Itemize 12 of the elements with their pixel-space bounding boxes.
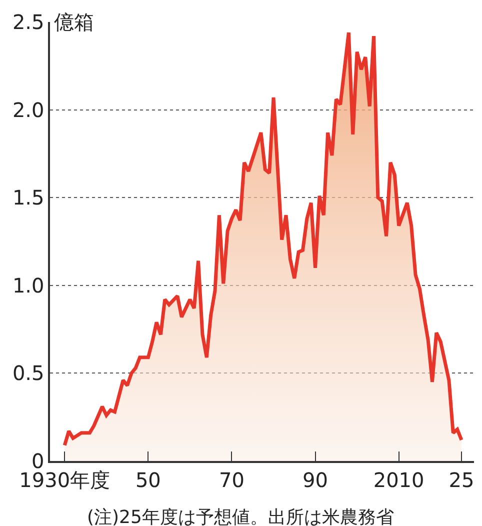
y-tick-label: 2.0 [12,98,44,122]
text: (注)25年度は予想値。出所は米農務省 [87,507,394,526]
x-tick-label: 50 [135,468,161,492]
x-tick-label: 25 [448,468,474,492]
x-tick-label: 90 [302,468,328,492]
y-tick-label: 2.5 [12,10,44,34]
y-tick-label: 1.0 [12,273,44,298]
y-tick-label: 0.5 [12,361,44,386]
y-axis-title: 億箱 [54,10,94,34]
x-tick-label: 2010 [373,468,424,492]
y-tick-label: 1.5 [12,186,44,210]
x-tick-label: 70 [218,468,244,492]
